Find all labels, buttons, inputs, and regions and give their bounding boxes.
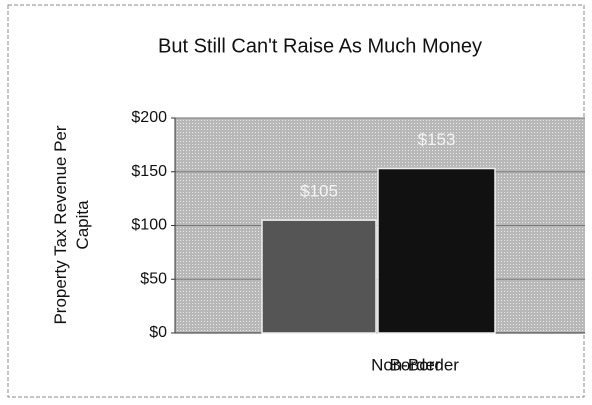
x-tick-label: Border [389, 355, 440, 374]
chart-title: But Still Can't Raise As Much Money [158, 35, 482, 57]
y-axis-title-line: Property Tax Revenue Per [51, 125, 70, 324]
y-tick-label: $100 [131, 217, 167, 234]
x-tick-label: Non-Border [371, 355, 459, 374]
data-label: $153 [418, 130, 456, 149]
data-label: $105 [300, 182, 338, 201]
y-tick-label: $0 [149, 324, 167, 341]
y-axis-title-line: Capita [73, 200, 92, 250]
y-axis-title: Property Tax Revenue Per Capita [51, 125, 92, 324]
bar [377, 167, 496, 334]
bar [261, 219, 377, 334]
y-tick-label: $50 [140, 270, 167, 287]
y-tick-label: $200 [131, 109, 167, 126]
y-tick-label: $150 [131, 163, 167, 180]
